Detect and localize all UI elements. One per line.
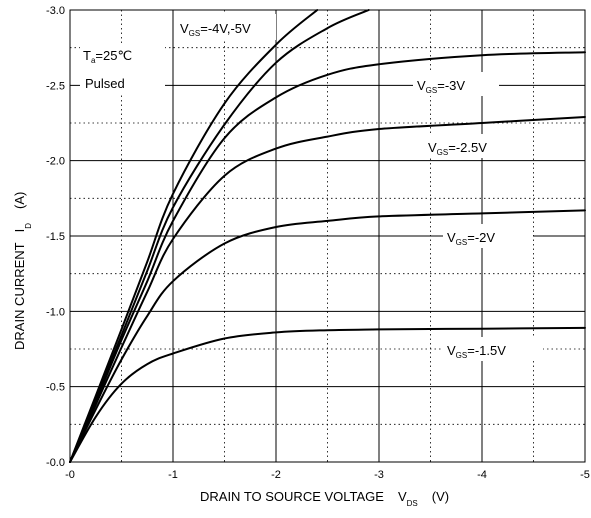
y-tick-label: -0.0 [46, 457, 65, 469]
label-bg-vgs15 [443, 337, 543, 361]
curve-vgs-2v [69, 209, 586, 463]
curves [69, 9, 586, 463]
label-bg-vgs25 [424, 134, 520, 158]
y-tick-label: -3.0 [46, 5, 65, 17]
label-vgs-3v: VGS=-3V [417, 78, 465, 95]
x-tick-label: -4 [477, 469, 487, 481]
curve-vgs-3v [69, 51, 586, 463]
y-axis-label: DRAIN CURRENTID(A) [12, 192, 33, 350]
y-tick-label: -2.5 [46, 80, 65, 92]
label-bg-vgs3 [413, 72, 499, 96]
y-tick-label: -0.5 [46, 382, 65, 394]
x-tick-label: -0 [65, 469, 75, 481]
x-axis-label: DRAIN TO SOURCE VOLTAGE VDS (V) [200, 489, 449, 508]
y-tick-label: -2.0 [46, 156, 65, 168]
plot-frame [69, 9, 586, 463]
x-tick-label: -2 [271, 469, 281, 481]
condition-pulsed: Pulsed [85, 76, 125, 91]
condition-ta: Ta=25℃ [83, 48, 132, 65]
y-tick-label: -1.0 [46, 306, 65, 318]
curve-vgs-1.5v [69, 326, 586, 463]
x-tick-label: -1 [168, 469, 178, 481]
label-vgs-2-5v: VGS=-2.5V [428, 140, 487, 157]
y-tick-label: -1.5 [46, 231, 65, 243]
curve-vgs-2.5v [69, 116, 586, 463]
x-tick-label: -5 [580, 469, 590, 481]
curve-vgs-5v [69, 9, 319, 463]
label-bg-vgs45 [176, 14, 276, 40]
curve-vgs-4v [69, 9, 370, 463]
x-tick-label: -3 [374, 469, 384, 481]
label-vgs-2v: VGS=-2V [447, 230, 495, 247]
label-bg-vgs2 [443, 224, 533, 248]
label-bg-cond [80, 43, 165, 95]
tick-labels: -0 -1 -2 -3 -4 -5 -0.0 -0.5 -1.0 -1.5 -2.0 -2.5 -3.0 [46, 5, 590, 481]
